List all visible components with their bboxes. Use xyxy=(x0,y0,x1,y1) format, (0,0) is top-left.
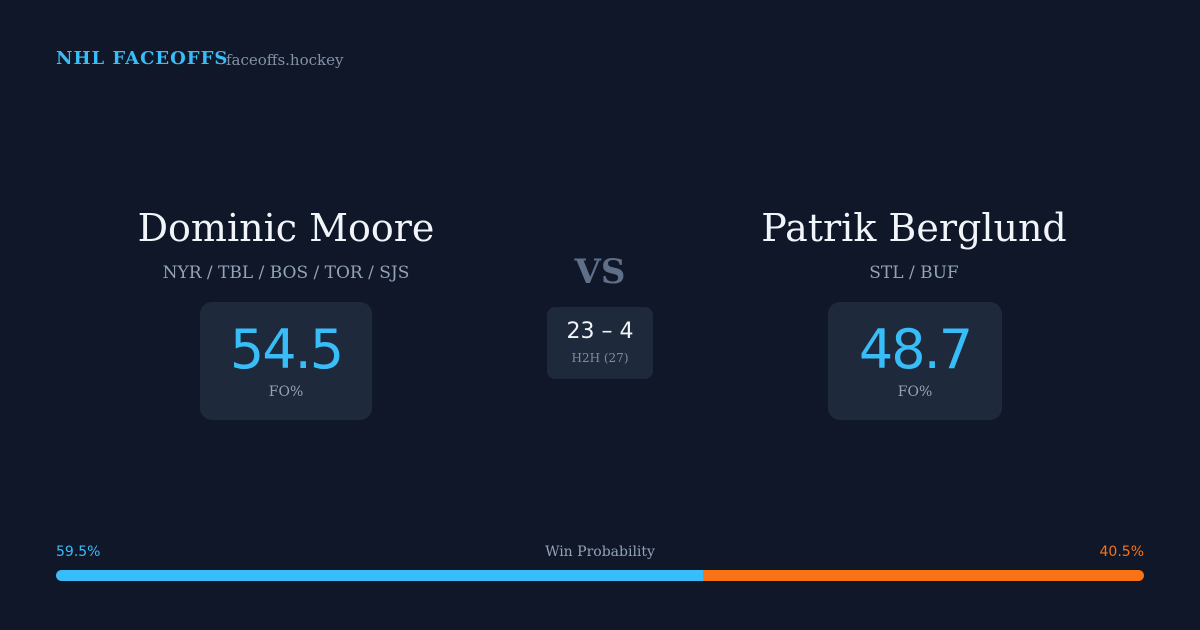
stat-value: 48.7 xyxy=(858,318,973,381)
stat-label: FO% xyxy=(268,384,304,400)
h2h-label: H2H (27) xyxy=(571,351,629,365)
player-teams: NYR / TBL / BOS / TOR / SJS xyxy=(162,263,410,283)
site: faceoffs.hockey xyxy=(226,51,344,69)
right-probability: 40.5% xyxy=(1099,544,1144,560)
probability-title: Win Probability xyxy=(545,544,655,560)
stat-value: 54.5 xyxy=(229,318,344,381)
probability-bar xyxy=(56,570,704,581)
h2h-score: 23 – 4 xyxy=(566,319,634,344)
stat-card: 54.5 FO% xyxy=(200,302,372,420)
player-name: Dominic Moore xyxy=(137,206,435,250)
stat-card: 48.7 FO% xyxy=(828,302,1002,420)
left-probability: 59.5% xyxy=(56,544,101,560)
probability-bar xyxy=(703,570,1144,581)
player-teams: STL / BUF xyxy=(869,263,959,283)
stat-label: FO% xyxy=(897,384,933,400)
player-name: Patrik Berglund xyxy=(761,206,1067,250)
h2h-card: 23 – 4 H2H (27) xyxy=(547,307,653,379)
brand: NHL FACEOFFS xyxy=(56,48,229,69)
vs-label: VS xyxy=(574,252,626,292)
